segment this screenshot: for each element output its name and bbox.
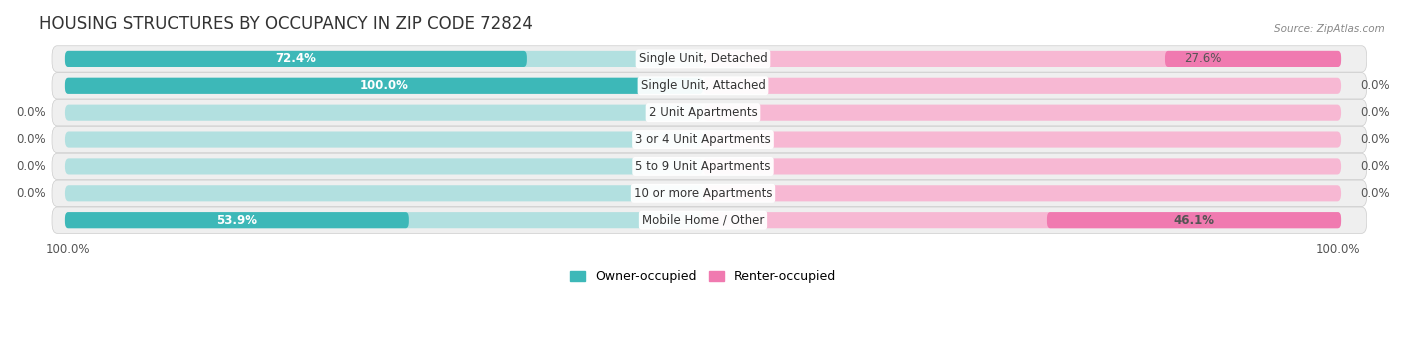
- Text: 100.0%: 100.0%: [46, 243, 90, 256]
- Text: Source: ZipAtlas.com: Source: ZipAtlas.com: [1274, 24, 1385, 34]
- Text: Single Unit, Detached: Single Unit, Detached: [638, 52, 768, 65]
- FancyBboxPatch shape: [703, 105, 1341, 121]
- FancyBboxPatch shape: [65, 212, 409, 228]
- Text: 0.0%: 0.0%: [1360, 133, 1391, 146]
- FancyBboxPatch shape: [52, 153, 1367, 180]
- Text: 72.4%: 72.4%: [276, 52, 316, 65]
- FancyBboxPatch shape: [703, 185, 1341, 201]
- Text: 2 Unit Apartments: 2 Unit Apartments: [648, 106, 758, 119]
- Text: 0.0%: 0.0%: [1360, 160, 1391, 173]
- FancyBboxPatch shape: [65, 131, 703, 148]
- FancyBboxPatch shape: [65, 78, 703, 94]
- Text: 0.0%: 0.0%: [1360, 187, 1391, 200]
- FancyBboxPatch shape: [52, 100, 1367, 126]
- FancyBboxPatch shape: [52, 180, 1367, 207]
- Text: Single Unit, Attached: Single Unit, Attached: [641, 79, 765, 92]
- Text: 100.0%: 100.0%: [1316, 243, 1360, 256]
- FancyBboxPatch shape: [52, 46, 1367, 72]
- Text: 0.0%: 0.0%: [15, 106, 46, 119]
- Text: Mobile Home / Other: Mobile Home / Other: [641, 214, 765, 227]
- Text: 53.9%: 53.9%: [217, 214, 257, 227]
- Text: 0.0%: 0.0%: [1360, 106, 1391, 119]
- FancyBboxPatch shape: [52, 73, 1367, 99]
- FancyBboxPatch shape: [65, 78, 703, 94]
- FancyBboxPatch shape: [65, 158, 703, 174]
- Legend: Owner-occupied, Renter-occupied: Owner-occupied, Renter-occupied: [565, 265, 841, 288]
- FancyBboxPatch shape: [52, 127, 1367, 153]
- FancyBboxPatch shape: [65, 185, 703, 201]
- FancyBboxPatch shape: [1047, 212, 1341, 228]
- FancyBboxPatch shape: [65, 212, 703, 228]
- Text: 46.1%: 46.1%: [1174, 214, 1215, 227]
- FancyBboxPatch shape: [703, 131, 1341, 148]
- Text: 5 to 9 Unit Apartments: 5 to 9 Unit Apartments: [636, 160, 770, 173]
- FancyBboxPatch shape: [703, 78, 1341, 94]
- FancyBboxPatch shape: [65, 105, 703, 121]
- Text: 0.0%: 0.0%: [15, 160, 46, 173]
- Text: 3 or 4 Unit Apartments: 3 or 4 Unit Apartments: [636, 133, 770, 146]
- Text: HOUSING STRUCTURES BY OCCUPANCY IN ZIP CODE 72824: HOUSING STRUCTURES BY OCCUPANCY IN ZIP C…: [39, 15, 533, 33]
- FancyBboxPatch shape: [703, 158, 1341, 174]
- Text: 10 or more Apartments: 10 or more Apartments: [634, 187, 772, 200]
- Text: 0.0%: 0.0%: [15, 187, 46, 200]
- FancyBboxPatch shape: [1166, 51, 1341, 67]
- Text: 27.6%: 27.6%: [1184, 52, 1222, 65]
- FancyBboxPatch shape: [65, 51, 703, 67]
- Text: 0.0%: 0.0%: [1360, 79, 1391, 92]
- FancyBboxPatch shape: [703, 212, 1341, 228]
- Text: 0.0%: 0.0%: [15, 133, 46, 146]
- FancyBboxPatch shape: [65, 51, 527, 67]
- FancyBboxPatch shape: [52, 207, 1367, 233]
- FancyBboxPatch shape: [703, 51, 1341, 67]
- Text: 100.0%: 100.0%: [360, 79, 408, 92]
